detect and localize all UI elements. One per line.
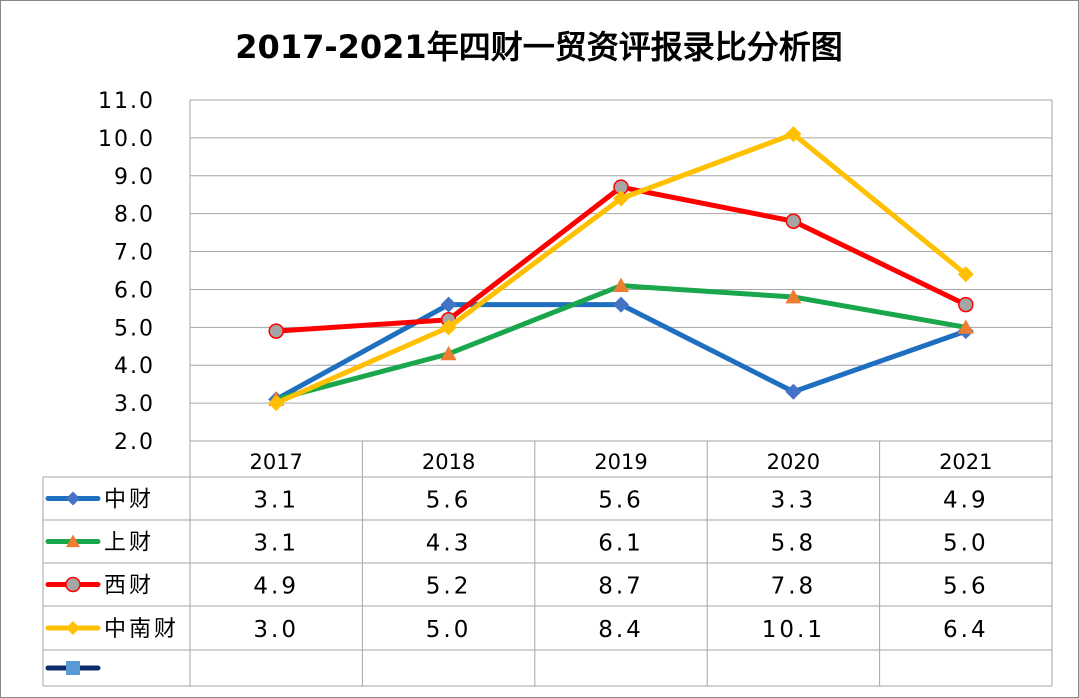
y-tick-label: 2.0 xyxy=(114,430,155,455)
data-point xyxy=(958,296,974,313)
legend-label: 上财 xyxy=(104,531,154,556)
data-table-cell: 3.3 xyxy=(771,488,817,514)
legend-marker xyxy=(66,661,80,675)
y-tick-label: 6.0 xyxy=(114,278,155,303)
legend-label: 中财 xyxy=(104,488,154,513)
y-tick-label: 9.0 xyxy=(114,165,155,190)
data-point xyxy=(785,383,802,400)
data-point xyxy=(613,296,629,313)
data-table-cell: 5.6 xyxy=(598,488,644,514)
x-tick-label: 2018 xyxy=(422,450,475,474)
legend-marker xyxy=(66,621,80,635)
data-table-cell: 5.6 xyxy=(426,488,472,514)
data-point xyxy=(957,266,974,283)
data-point xyxy=(613,277,629,293)
data-table-cell: 5.2 xyxy=(426,574,472,600)
data-table-cell: 8.7 xyxy=(598,574,644,600)
data-point xyxy=(957,319,974,334)
y-tick-label: 4.0 xyxy=(114,354,155,379)
y-tick-label: 7.0 xyxy=(114,241,155,266)
data-point xyxy=(440,319,457,336)
chart-title: 2017-2021年四财一贸资评报录比分析图 xyxy=(235,28,842,66)
data-point xyxy=(785,213,802,229)
y-tick-label: 8.0 xyxy=(114,203,155,228)
legend-marker xyxy=(66,491,80,506)
data-table-cell: 8.4 xyxy=(598,617,644,643)
y-tick-label: 5.0 xyxy=(114,316,155,341)
x-tick-label: 2019 xyxy=(594,450,647,474)
data-point xyxy=(785,126,802,143)
data-point xyxy=(268,323,284,339)
data-table-cell: 3.1 xyxy=(253,531,299,557)
data-point xyxy=(785,289,802,304)
data-table-cell: 5.0 xyxy=(426,617,472,643)
data-table-cell: 3.1 xyxy=(253,488,299,514)
data-table-cell: 5.8 xyxy=(771,531,817,557)
data-table-cell: 4.9 xyxy=(943,488,989,514)
data-table-cell: 10.1 xyxy=(762,617,825,643)
x-tick-label: 2017 xyxy=(249,450,302,474)
legend-marker xyxy=(65,576,81,593)
y-tick-label: 3.0 xyxy=(114,392,155,417)
y-tick-label: 11.0 xyxy=(98,89,155,114)
data-table-cell: 7.8 xyxy=(771,574,817,600)
data-table-cell: 6.4 xyxy=(943,617,989,643)
data-table-cell: 4.9 xyxy=(253,574,299,600)
data-point xyxy=(440,296,457,313)
data-table-cell: 5.0 xyxy=(943,531,989,557)
data-point xyxy=(440,345,457,361)
data-table-cell: 3.0 xyxy=(253,617,299,643)
x-tick-label: 2020 xyxy=(767,450,820,474)
data-point xyxy=(268,395,285,412)
data-table-cell: 5.6 xyxy=(943,574,989,600)
data-table-cell: 4.3 xyxy=(426,531,472,557)
y-tick-label: 10.0 xyxy=(98,127,155,152)
data-table-cell: 6.1 xyxy=(598,531,644,557)
data-point xyxy=(613,190,629,207)
legend-marker xyxy=(66,534,80,548)
legend-label: 西财 xyxy=(104,574,154,599)
legend-label: 中南财 xyxy=(104,617,179,642)
x-tick-label: 2021 xyxy=(939,450,992,474)
series-line-0 xyxy=(274,302,967,402)
series-line-3 xyxy=(275,131,968,406)
